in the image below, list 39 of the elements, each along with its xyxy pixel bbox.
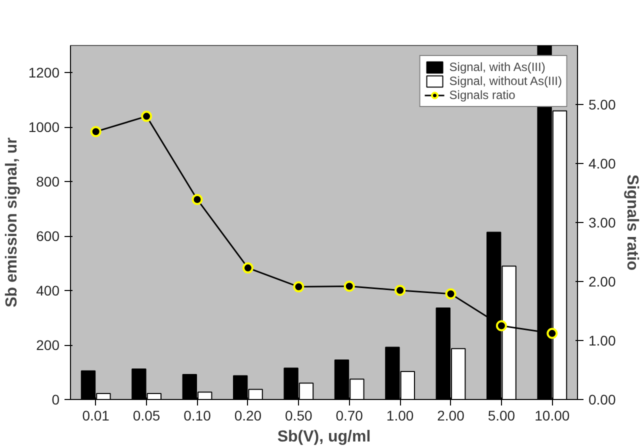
legend-label: Signals ratio (449, 88, 516, 102)
y2-tick-label: 2.00 (588, 274, 616, 290)
x-tick-label: 0.10 (184, 408, 212, 424)
x-tick-label: 0.50 (285, 408, 312, 424)
y2-tick-label: 3.00 (588, 214, 616, 230)
y-tick-label: 400 (36, 282, 60, 299)
legend-label: Signal, without As(III) (449, 74, 562, 88)
point (293, 281, 304, 292)
x-tick-label: 1.00 (386, 408, 414, 424)
x-tick-label: 0.20 (234, 408, 262, 424)
point (242, 262, 254, 274)
y-tick-label: 800 (36, 174, 60, 190)
y-tick-label: 200 (36, 337, 60, 354)
x-tick-label: 2.00 (437, 408, 465, 424)
y-tick-label: 0 (52, 392, 60, 408)
y2-tick-label: 5.00 (588, 96, 616, 112)
legend-label: Signal, with As(III) (449, 60, 546, 74)
y2-axis-title: Signals ratio (624, 174, 641, 271)
x-tick-label: 10.00 (534, 408, 570, 424)
y-tick-label: 1200 (28, 64, 60, 81)
y2-tick-label: 4.00 (588, 156, 616, 172)
x-tick-label: 5.00 (488, 408, 516, 424)
point (344, 280, 355, 292)
point (192, 194, 203, 205)
point (90, 126, 102, 138)
y2-tick-label: 0.00 (588, 392, 616, 408)
point (546, 328, 558, 339)
point (394, 284, 406, 296)
y-axis-title: Sb emission signal, ur (3, 138, 20, 308)
y-tick-label: 1000 (28, 119, 60, 136)
point (496, 320, 507, 332)
point (141, 110, 152, 122)
x-axis-title: Sb(V), ug/ml (277, 428, 371, 446)
y-tick-label: 600 (36, 228, 60, 244)
x-tick-label: 0.05 (132, 408, 160, 424)
x-tick-label: 0.01 (82, 408, 110, 424)
x-tick-label: 0.70 (336, 408, 364, 424)
y2-tick-label: 1.00 (588, 332, 616, 348)
point (445, 288, 456, 300)
